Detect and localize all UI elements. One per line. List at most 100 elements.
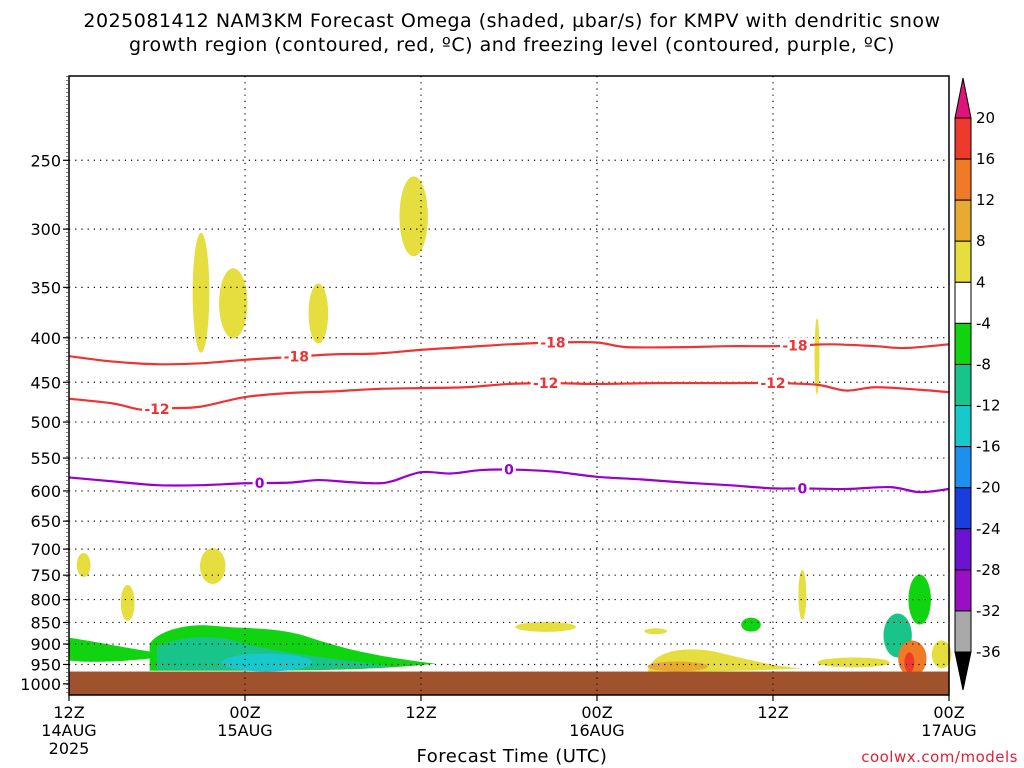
colorbar-label: -32: [976, 602, 1001, 620]
y-tick-label: 250: [30, 151, 61, 170]
omega-blob: [308, 283, 329, 344]
colorbar-label: -12: [976, 397, 1001, 415]
omega-blob: [644, 628, 667, 635]
colorbar-bin: [954, 322, 972, 365]
contour-label: -18: [782, 338, 807, 354]
omega-blob: [200, 548, 226, 585]
omega-shading: [69, 176, 952, 677]
y-tick-label: 450: [30, 373, 61, 392]
colorbar-bin: [954, 569, 972, 612]
chart-title-line2: growth region (contoured, red, ºC) and f…: [129, 34, 895, 56]
contour-label: 0: [255, 476, 265, 492]
colorbar-label: 4: [976, 273, 986, 291]
y-tick-label: 550: [30, 449, 61, 468]
contour-line: [68, 381, 950, 412]
x-tick-label: 00Z: [229, 703, 260, 722]
colorbar-top-arrow: [954, 77, 972, 119]
colorbar-bottom-arrow: [954, 651, 972, 691]
y-tick-label: 650: [30, 512, 61, 531]
x-tick-date: 15AUG: [217, 721, 272, 740]
x-tick-label: 12Z: [757, 703, 788, 722]
y-tick-label: 750: [30, 566, 61, 585]
contour-label: -18: [540, 335, 565, 351]
contour-label: -12: [760, 376, 785, 392]
contour-label-bg: [758, 375, 788, 391]
y-tick-label: 950: [30, 655, 61, 674]
colorbar-bin: [954, 446, 972, 489]
contour-line: [68, 340, 950, 366]
omega-blob: [399, 176, 428, 257]
omega-descent-core: [904, 652, 915, 673]
colorbar-label: 8: [976, 232, 986, 250]
credit-link[interactable]: coolwx.com/models: [861, 748, 1018, 766]
colorbar-label: 12: [976, 191, 995, 209]
contours: -18 -18 -18 -12 -12 -12 0 0 0: [68, 334, 950, 497]
omega-blob: [817, 657, 890, 668]
colorbar-label: -8: [976, 355, 991, 373]
plot-frame: [68, 75, 950, 696]
omega-blob: [192, 232, 210, 353]
x-tick-date: 17AUG: [921, 721, 976, 740]
omega-blob: [76, 552, 91, 577]
contour-label-bg: [530, 375, 561, 391]
omega-blob: [814, 318, 820, 395]
x-tick-date: 16AUG: [569, 721, 624, 740]
y-tick-label: 850: [30, 613, 61, 632]
omega-ascent-core: [222, 653, 312, 672]
chart-title-line1: 2025081412 NAM3KM Forecast Omega (shaded…: [83, 10, 941, 32]
omega-blob: [219, 268, 248, 339]
y-tick-label: 500: [30, 413, 61, 432]
y-tick-label: 350: [30, 278, 61, 297]
contour-label-bg: [142, 400, 172, 416]
contour-label-bg: [780, 337, 810, 353]
colorbar-label: -36: [976, 643, 1001, 661]
terrain-fill: [69, 671, 949, 695]
colorbar-bin: [954, 158, 972, 201]
omega-blob: [120, 584, 135, 621]
omega-blob: [741, 617, 761, 632]
omega-blob: [908, 574, 931, 625]
x-tick-label: 00Z: [581, 703, 612, 722]
y-tick-label: 700: [30, 540, 61, 559]
colorbar-label: -24: [976, 520, 1001, 538]
x-tick-year: 2025: [49, 739, 90, 758]
colorbar-bin: [954, 405, 972, 448]
colorbar-label: 16: [976, 150, 995, 168]
colorbar-bin: [954, 240, 972, 283]
y-tick-label: 900: [30, 635, 61, 654]
contour-label: -12: [533, 376, 558, 392]
colorbar-bin: [954, 610, 972, 653]
contour-label: 0: [504, 463, 514, 479]
y-tick-label: 400: [30, 329, 61, 348]
colorbar-bin: [954, 528, 972, 571]
contour-label-bg: [538, 334, 568, 350]
contour-label-bg: [281, 348, 312, 364]
colorbar-bin: [954, 487, 972, 530]
y-tick-label: 600: [30, 482, 61, 501]
y-tick-label: 800: [30, 591, 61, 610]
colorbar-label: -4: [976, 314, 991, 332]
x-tick-label: 00Z: [933, 703, 964, 722]
terrain: [69, 671, 949, 695]
colorbar-bin: [954, 199, 972, 242]
omega-blob: [931, 640, 952, 669]
colorbar-bin: [954, 363, 972, 407]
contour-label-bg: [795, 480, 810, 496]
axes: 250 300 350 400 450 500 550 600 650 700 750 800 850 9…: [20, 75, 977, 758]
contour-label: -18: [284, 350, 309, 366]
colorbar-bin: [954, 281, 972, 324]
omega-blob: [798, 569, 807, 620]
contour-label-bg: [252, 475, 267, 491]
y-tick-label: 1000: [20, 675, 61, 694]
contour-label: -12: [144, 402, 169, 418]
colorbar-bin: [954, 117, 972, 160]
colorbar-label: -16: [976, 438, 1001, 456]
y-tick-label: 300: [30, 220, 61, 239]
x-tick-label: 12Z: [53, 703, 84, 722]
x-tick-date: 14AUG: [41, 721, 96, 740]
colorbar-label: -28: [976, 561, 1001, 579]
x-tick-label: 12Z: [405, 703, 436, 722]
omega-descent-inner: [647, 661, 708, 672]
colorbar-label: -20: [976, 479, 1001, 497]
x-axis-label: Forecast Time (UTC): [416, 746, 608, 767]
